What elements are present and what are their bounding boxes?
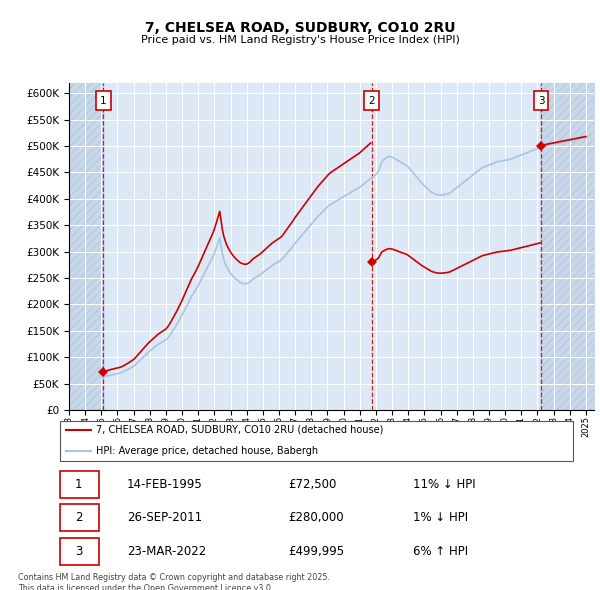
Text: HPI: Average price, detached house, Babergh: HPI: Average price, detached house, Babe… bbox=[96, 446, 318, 455]
Text: 1% ↓ HPI: 1% ↓ HPI bbox=[413, 511, 467, 525]
FancyBboxPatch shape bbox=[59, 471, 98, 498]
Text: 23-MAR-2022: 23-MAR-2022 bbox=[127, 545, 206, 558]
Text: £499,995: £499,995 bbox=[288, 545, 344, 558]
Text: Contains HM Land Registry data © Crown copyright and database right 2025.
This d: Contains HM Land Registry data © Crown c… bbox=[18, 573, 330, 590]
Text: 1: 1 bbox=[75, 478, 83, 491]
FancyBboxPatch shape bbox=[59, 504, 98, 531]
FancyBboxPatch shape bbox=[364, 91, 379, 110]
Text: 2: 2 bbox=[368, 96, 375, 106]
Text: 26-SEP-2011: 26-SEP-2011 bbox=[127, 511, 202, 525]
FancyBboxPatch shape bbox=[59, 538, 98, 565]
Text: Price paid vs. HM Land Registry's House Price Index (HPI): Price paid vs. HM Land Registry's House … bbox=[140, 35, 460, 45]
FancyBboxPatch shape bbox=[96, 91, 110, 110]
Text: 3: 3 bbox=[538, 96, 544, 106]
Text: 3: 3 bbox=[75, 545, 82, 558]
Text: £72,500: £72,500 bbox=[288, 478, 337, 491]
Text: 7, CHELSEA ROAD, SUDBURY, CO10 2RU: 7, CHELSEA ROAD, SUDBURY, CO10 2RU bbox=[145, 21, 455, 35]
Text: 14-FEB-1995: 14-FEB-1995 bbox=[127, 478, 203, 491]
Text: £280,000: £280,000 bbox=[288, 511, 344, 525]
Text: 6% ↑ HPI: 6% ↑ HPI bbox=[413, 545, 467, 558]
FancyBboxPatch shape bbox=[59, 421, 574, 461]
Text: 7, CHELSEA ROAD, SUDBURY, CO10 2RU (detached house): 7, CHELSEA ROAD, SUDBURY, CO10 2RU (deta… bbox=[96, 425, 383, 435]
Text: 1: 1 bbox=[100, 96, 107, 106]
FancyBboxPatch shape bbox=[534, 91, 548, 110]
Text: 11% ↓ HPI: 11% ↓ HPI bbox=[413, 478, 475, 491]
Text: 2: 2 bbox=[75, 511, 83, 525]
